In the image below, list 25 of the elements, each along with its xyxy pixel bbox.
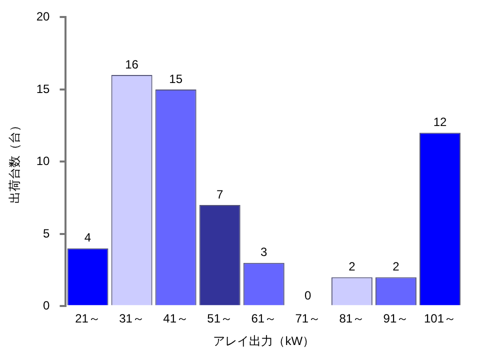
data-label: 2 — [392, 260, 400, 274]
y-tick-label: 15 — [36, 82, 50, 96]
x-tick-label: 81～ — [339, 312, 365, 326]
data-label: 15 — [169, 72, 183, 86]
data-label: 4 — [84, 230, 92, 245]
data-label: 0 — [304, 288, 312, 303]
x-tick-label: 101～ — [424, 312, 456, 326]
x-tick-label: 41～ — [163, 312, 188, 326]
data-label: 2 — [348, 260, 356, 274]
x-tick-label: 91～ — [383, 312, 409, 326]
y-tick-label: 5 — [43, 226, 50, 240]
y-axis-title: 出荷台数（台） — [8, 120, 22, 204]
y-tick-label: 0 — [43, 298, 50, 313]
x-tick-label: 21～ — [75, 312, 100, 326]
x-tick-label: 31～ — [119, 312, 144, 326]
x-axis-title: アレイ出力（kW） — [213, 334, 315, 348]
data-label: 16 — [125, 57, 139, 72]
data-label: 3 — [260, 245, 268, 260]
x-tick-label: 51～ — [207, 312, 233, 326]
x-tick-label: 61～ — [251, 312, 277, 326]
x-tick-label: 71～ — [295, 312, 321, 326]
y-tick-label: 20 — [36, 10, 50, 24]
data-label: 12 — [433, 115, 447, 130]
data-label: 7 — [216, 187, 224, 202]
y-tick-label: 10 — [36, 154, 50, 168]
